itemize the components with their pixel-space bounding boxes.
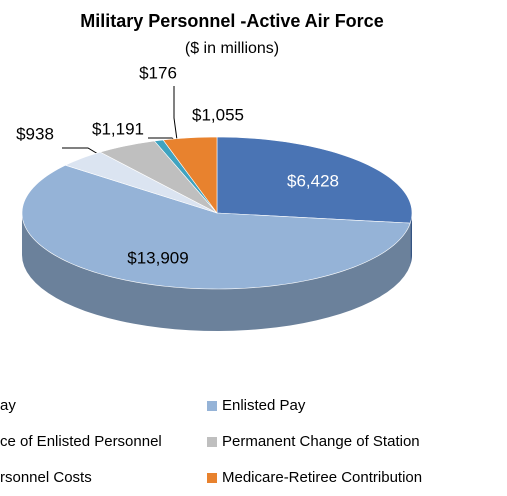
legend-swatch (207, 473, 217, 483)
legend-label: rsonnel Costs (0, 469, 92, 486)
legend-label: Permanent Change of Station (222, 433, 420, 450)
data-label: $938 (16, 124, 54, 143)
chart-subtitle: ($ in millions) (185, 40, 279, 57)
legend-swatch (207, 437, 217, 447)
legend-label: Medicare-Retiree Contribution (222, 469, 422, 486)
pie-side (410, 213, 412, 266)
pie-slice (64, 151, 218, 214)
data-label: $176 (139, 63, 177, 82)
legend-label: ce of Enlisted Personnel (0, 433, 162, 450)
data-label: $1,191 (92, 119, 144, 138)
pie-slice (162, 136, 218, 214)
legend-label: Enlisted Pay (222, 397, 306, 414)
pie-slice (21, 164, 411, 290)
leader-line (173, 86, 178, 141)
data-label: $6,428 (287, 171, 339, 190)
pie-slice (216, 136, 413, 224)
data-label: $1,055 (192, 105, 244, 124)
pie-slice (99, 140, 218, 214)
legend-swatch (207, 401, 217, 411)
pie-side (22, 213, 411, 331)
legend-label: ay (0, 397, 16, 414)
data-label: $13,909 (127, 248, 188, 267)
chart-title: Military Personnel -Active Air Force (80, 11, 383, 31)
